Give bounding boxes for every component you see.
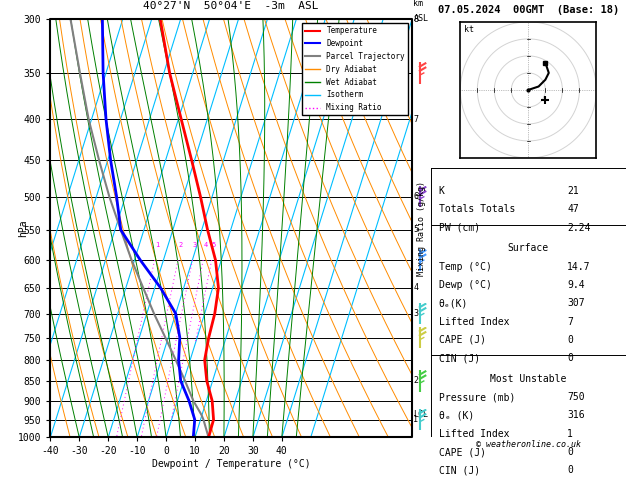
Text: 3: 3 (413, 309, 418, 318)
Text: 1: 1 (567, 429, 573, 439)
Text: 1: 1 (413, 415, 418, 424)
Text: 2.24: 2.24 (567, 223, 591, 233)
X-axis label: Dewpoint / Temperature (°C): Dewpoint / Temperature (°C) (152, 459, 311, 469)
Text: kt: kt (464, 25, 474, 34)
Text: 40°27'N  50°04'E  -3m  ASL: 40°27'N 50°04'E -3m ASL (143, 1, 319, 11)
Text: 0: 0 (567, 466, 573, 475)
Text: 316: 316 (567, 411, 585, 420)
Text: CIN (J): CIN (J) (438, 466, 480, 475)
Text: 307: 307 (567, 298, 585, 308)
Text: 14.7: 14.7 (567, 261, 591, 272)
Text: 07.05.2024  00GMT  (Base: 18): 07.05.2024 00GMT (Base: 18) (438, 4, 619, 15)
Text: 750: 750 (567, 392, 585, 402)
Text: 3: 3 (193, 243, 197, 248)
Text: Mixing Ratio (g/kg): Mixing Ratio (g/kg) (417, 181, 426, 276)
Text: 2: 2 (179, 243, 182, 248)
Text: Lifted Index: Lifted Index (438, 429, 509, 439)
Text: 1: 1 (155, 243, 159, 248)
Text: CIN (J): CIN (J) (438, 353, 480, 363)
Text: Pressure (mb): Pressure (mb) (438, 392, 515, 402)
Text: 2: 2 (413, 377, 418, 385)
Text: 5: 5 (413, 226, 418, 234)
Text: 0: 0 (567, 353, 573, 363)
Text: 47: 47 (567, 204, 579, 214)
Text: © weatheronline.co.uk: © weatheronline.co.uk (476, 440, 581, 449)
Text: PW (cm): PW (cm) (438, 223, 480, 233)
Text: ASL: ASL (413, 14, 428, 23)
Text: Lifted Index: Lifted Index (438, 316, 509, 327)
Text: LCL: LCL (413, 410, 428, 419)
Text: 7: 7 (413, 115, 418, 124)
Text: Surface: Surface (508, 243, 549, 253)
Text: CAPE (J): CAPE (J) (438, 335, 486, 345)
Text: 9.4: 9.4 (567, 280, 585, 290)
Text: 8: 8 (413, 15, 418, 24)
Text: CAPE (J): CAPE (J) (438, 447, 486, 457)
Text: Most Unstable: Most Unstable (490, 374, 567, 384)
Text: K: K (438, 186, 445, 196)
Text: 0: 0 (567, 335, 573, 345)
Text: 5: 5 (212, 243, 216, 248)
Text: 21: 21 (567, 186, 579, 196)
Text: 0: 0 (567, 447, 573, 457)
Text: Dewp (°C): Dewp (°C) (438, 280, 491, 290)
Text: hPa: hPa (18, 220, 28, 237)
Text: Temp (°C): Temp (°C) (438, 261, 491, 272)
Legend: Temperature, Dewpoint, Parcel Trajectory, Dry Adiabat, Wet Adiabat, Isotherm, Mi: Temperature, Dewpoint, Parcel Trajectory… (302, 23, 408, 115)
Text: θₑ (K): θₑ (K) (438, 411, 474, 420)
Text: Totals Totals: Totals Totals (438, 204, 515, 214)
Text: 4: 4 (203, 243, 208, 248)
Text: 7: 7 (567, 316, 573, 327)
Text: km: km (413, 0, 423, 8)
Text: θₑ(K): θₑ(K) (438, 298, 468, 308)
Text: 4: 4 (413, 283, 418, 293)
Text: 6: 6 (413, 192, 418, 201)
